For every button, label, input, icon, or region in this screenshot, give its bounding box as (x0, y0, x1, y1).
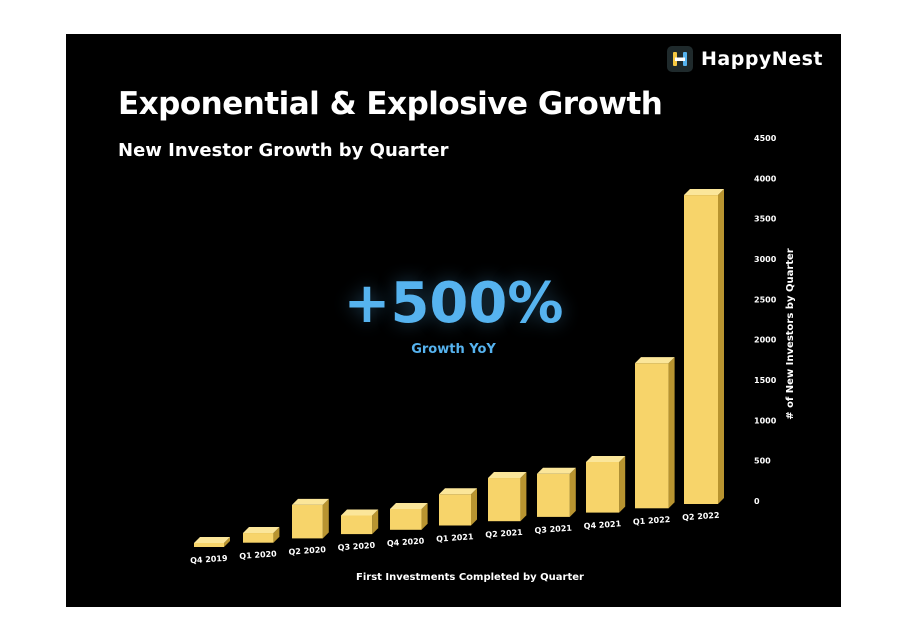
x-tick-label: Q4 2019 (190, 554, 228, 566)
bar-side (273, 527, 280, 543)
page-title: Exponential & Explosive Growth (118, 86, 663, 122)
bar-side (520, 472, 527, 522)
bar-front (439, 494, 471, 526)
x-tick-label: Q4 2021 (583, 519, 621, 531)
bar-front (537, 473, 570, 517)
x-tick-label: Q3 2021 (534, 524, 572, 536)
bars (194, 189, 724, 547)
bar-top (292, 498, 329, 505)
bar-q2-2020 (292, 498, 329, 539)
y-tick-label: 500 (754, 457, 771, 466)
y-tick-label: 3500 (754, 215, 777, 224)
bar-side (718, 189, 724, 505)
bar-top (537, 467, 576, 474)
bar-side (372, 509, 379, 535)
bar-q4-2019 (194, 537, 230, 547)
brand-name: HappyNest (701, 48, 823, 70)
x-tick-label: Q1 2020 (239, 549, 277, 561)
bar-front (586, 461, 620, 513)
x-tick-label: Q1 2022 (633, 515, 671, 527)
y-tick-label: 1500 (754, 376, 777, 385)
y-tick-label: 3000 (754, 255, 777, 264)
bar-front (684, 195, 718, 505)
bar-front (341, 515, 373, 535)
bar-front (635, 363, 669, 509)
bar-q2-2021 (488, 472, 527, 522)
growth-value: +500% (343, 271, 564, 336)
y-tick-label: 2500 (754, 295, 777, 304)
bar-chart: 0 500 1000 1500 2000 2500 3000 3500 4000 4500 Q4 … (190, 134, 796, 583)
x-axis-labels: Q4 2019 Q1 2020 Q2 2020 Q3 2020 Q4 2020 Q1 20… (190, 511, 720, 566)
bar-q4-2020 (390, 502, 428, 530)
bar-top (635, 357, 675, 364)
growth-callout: +500% Growth YoY (336, 271, 571, 358)
bar-top (243, 527, 280, 534)
bar-top (586, 455, 626, 462)
bar-q4-2021 (586, 455, 626, 513)
bar-front (292, 504, 323, 539)
h-logo-icon (667, 46, 693, 72)
slide: 0 500 1000 1500 2000 2500 3000 3500 4000 4500 Q4 … (66, 34, 841, 607)
x-tick-label: Q3 2020 (337, 541, 375, 553)
bar-top (341, 509, 379, 516)
bar-side (421, 502, 428, 530)
bar-side (668, 357, 675, 509)
x-tick-label: Q1 2021 (436, 532, 474, 544)
bar-front (390, 508, 422, 530)
y-axis-title: # of New Investors by Quarter (785, 248, 796, 420)
x-tick-label: Q4 2020 (387, 536, 425, 548)
growth-label: Growth YoY (411, 342, 496, 357)
bar-top (194, 537, 230, 543)
x-tick-label: Q2 2021 (485, 528, 523, 540)
y-axis-ticks: 0 500 1000 1500 2000 2500 3000 3500 4000 4500 (754, 134, 777, 506)
x-tick-label: Q2 2020 (288, 545, 326, 557)
bar-q3-2020 (341, 509, 379, 535)
bar-top (439, 488, 477, 495)
bar-q1-2022 (635, 357, 675, 509)
bar-q2-2022 (684, 189, 724, 505)
bar-side (471, 488, 477, 526)
bar-top (390, 502, 428, 509)
bar-front (194, 543, 224, 547)
bar-side (569, 467, 576, 517)
bar-front (488, 478, 521, 522)
bar-top (488, 472, 527, 479)
page-subtitle: New Investor Growth by Quarter (118, 140, 449, 161)
x-tick-label: Q2 2022 (682, 511, 720, 523)
y-tick-label: 4000 (754, 174, 777, 183)
y-tick-label: 4500 (754, 134, 777, 143)
y-tick-label: 2000 (754, 336, 777, 345)
bar-q3-2021 (537, 467, 576, 517)
bar-q1-2020 (243, 527, 280, 543)
y-tick-label: 0 (754, 497, 760, 506)
bar-side (619, 455, 626, 513)
brand: HappyNest (667, 46, 823, 72)
bar-side (322, 498, 329, 539)
x-axis-title: First Investments Completed by Quarter (356, 572, 584, 583)
y-tick-label: 1000 (754, 416, 777, 425)
bar-top (684, 189, 724, 196)
bar-front (243, 533, 274, 543)
bar-side (224, 537, 230, 547)
bar-q1-2021 (439, 488, 477, 526)
